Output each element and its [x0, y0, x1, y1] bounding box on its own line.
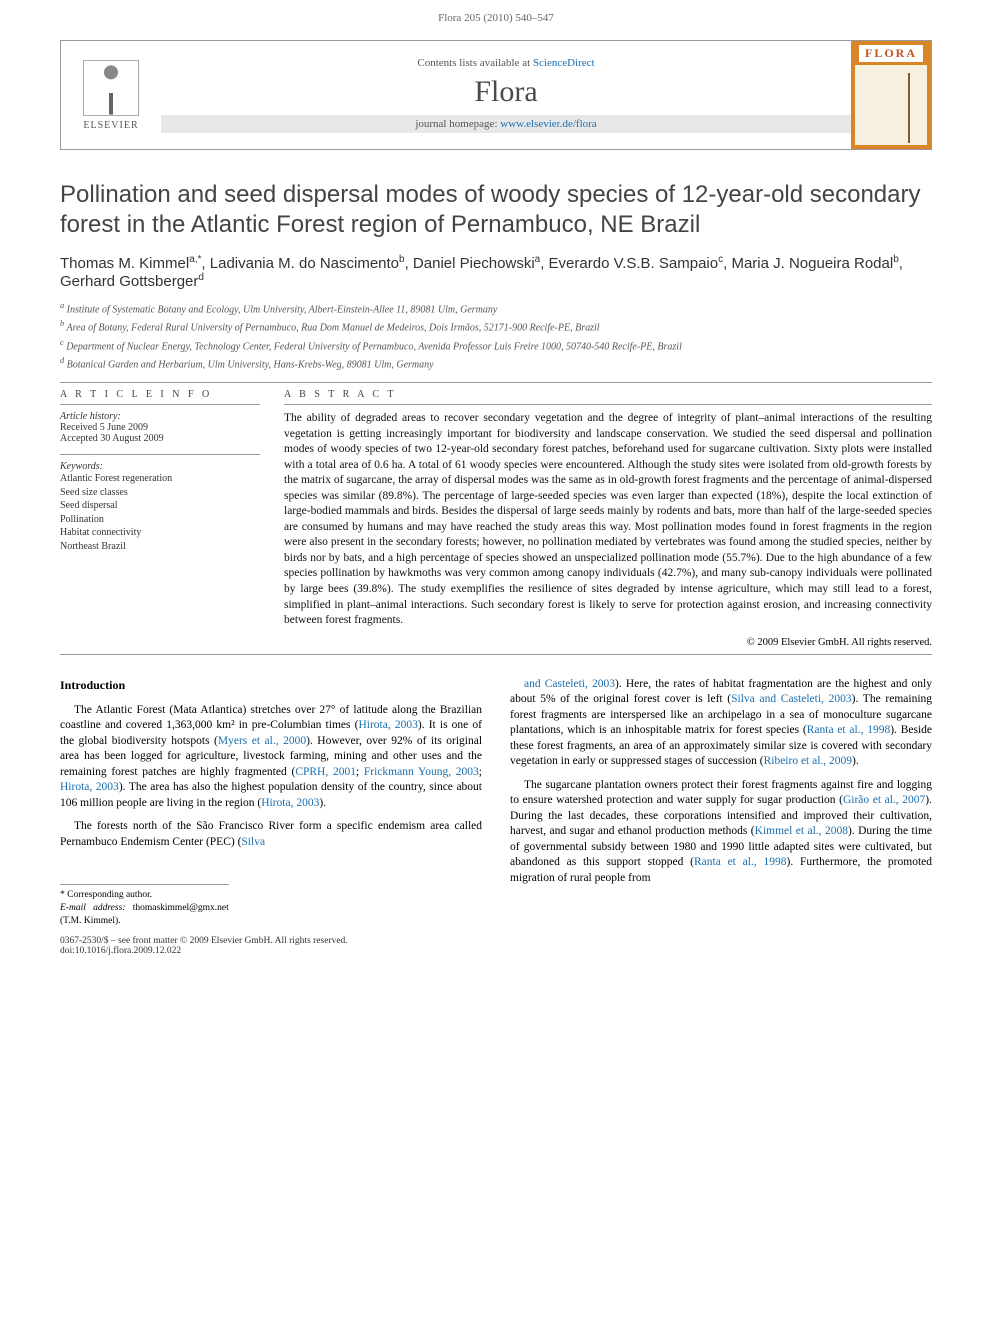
affiliation-d: d Botanical Garden and Herbarium, Ulm Un…	[60, 355, 932, 372]
cover-title: FLORA	[859, 45, 923, 62]
journal-masthead: ELSEVIER Contents lists available at Sci…	[60, 40, 932, 150]
sciencedirect-link[interactable]: ScienceDirect	[533, 57, 595, 69]
footnote-block: * Corresponding author. E-mail address: …	[60, 884, 229, 927]
article-main: Pollination and seed dispersal modes of …	[0, 170, 992, 655]
para: The forests north of the São Francisco R…	[60, 819, 482, 850]
keywords-list: Atlantic Forest regeneration Seed size c…	[60, 472, 260, 553]
accepted-line: Accepted 30 August 2009	[60, 433, 260, 444]
keyword: Seed dispersal	[60, 499, 260, 513]
running-head: Flora 205 (2010) 540–547	[0, 0, 992, 32]
front-matter-line: 0367-2530/$ – see front matter © 2009 El…	[60, 936, 932, 946]
received-line: Received 5 June 2009	[60, 422, 260, 433]
section-head-introduction: Introduction	[60, 677, 482, 693]
keyword: Atlantic Forest regeneration	[60, 472, 260, 486]
para: and Casteleti, 2003). Here, the rates of…	[510, 677, 932, 770]
email-line: E-mail address: thomaskimmel@gmx.net (T.…	[60, 902, 229, 928]
para: The sugarcane plantation owners protect …	[510, 778, 932, 887]
homepage-link[interactable]: www.elsevier.de/flora	[500, 118, 596, 130]
body-columns: Introduction The Atlantic Forest (Mata A…	[0, 677, 992, 928]
citation-text: Flora 205 (2010) 540–547	[438, 12, 554, 24]
authors-line: Thomas M. Kimmela,*, Ladivania M. do Nas…	[60, 254, 932, 290]
abstract-text: The ability of degraded areas to recover…	[284, 411, 932, 628]
journal-cover-thumb: FLORA	[851, 41, 931, 149]
doi-line: doi:10.1016/j.flora.2009.12.022	[60, 946, 932, 956]
abstract-head: A B S T R A C T	[284, 389, 932, 405]
article-title: Pollination and seed dispersal modes of …	[60, 180, 932, 240]
homepage-line: journal homepage: www.elsevier.de/flora	[161, 115, 851, 133]
right-column: and Casteleti, 2003). Here, the rates of…	[510, 677, 932, 928]
divider	[60, 654, 932, 655]
keyword: Seed size classes	[60, 486, 260, 500]
corresponding-author: * Corresponding author.	[60, 889, 229, 902]
keyword: Northeast Brazil	[60, 540, 260, 554]
elsevier-logo: ELSEVIER	[61, 41, 161, 149]
elsevier-tree-icon	[83, 60, 139, 116]
article-history: Article history: Received 5 June 2009 Ac…	[60, 411, 260, 444]
journal-center: Contents lists available at ScienceDirec…	[161, 41, 851, 149]
para: The Atlantic Forest (Mata Atlantica) str…	[60, 703, 482, 812]
keywords-label: Keywords:	[60, 461, 260, 472]
divider	[60, 454, 260, 455]
abstract-copyright: © 2009 Elsevier GmbH. All rights reserve…	[284, 637, 932, 648]
keyword: Habitat connectivity	[60, 526, 260, 540]
journal-name: Flora	[474, 75, 537, 109]
cover-body	[855, 65, 927, 145]
footer: 0367-2530/$ – see front matter © 2009 El…	[0, 928, 992, 976]
plant-icon	[899, 73, 919, 143]
divider	[60, 382, 932, 383]
info-abstract-row: A R T I C L E I N F O Article history: R…	[60, 389, 932, 647]
affiliation-c: c Department of Nuclear Energy, Technolo…	[60, 337, 932, 354]
elsevier-label: ELSEVIER	[83, 120, 138, 131]
keyword: Pollination	[60, 513, 260, 527]
article-info-head: A R T I C L E I N F O	[60, 389, 260, 405]
affiliation-a: a Institute of Systematic Botany and Eco…	[60, 300, 932, 317]
article-info-col: A R T I C L E I N F O Article history: R…	[60, 389, 260, 647]
abstract-col: A B S T R A C T The ability of degraded …	[284, 389, 932, 647]
left-column: Introduction The Atlantic Forest (Mata A…	[60, 677, 482, 928]
affiliation-b: b Area of Botany, Federal Rural Universi…	[60, 318, 932, 335]
keywords-block: Keywords: Atlantic Forest regeneration S…	[60, 461, 260, 553]
history-label: Article history:	[60, 411, 260, 422]
affiliations: a Institute of Systematic Botany and Eco…	[60, 300, 932, 372]
contents-lists-line: Contents lists available at ScienceDirec…	[417, 57, 594, 69]
